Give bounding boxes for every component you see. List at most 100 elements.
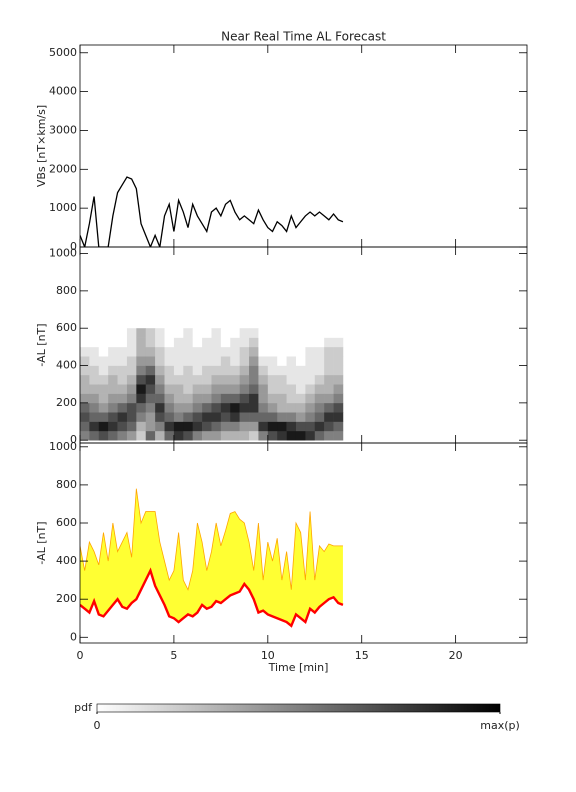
heat-cell <box>305 337 316 348</box>
heat-cell <box>333 374 344 385</box>
heat-cell <box>117 356 128 366</box>
heat-cell <box>173 337 184 348</box>
heat-cell <box>333 393 344 404</box>
heat-cell <box>286 346 297 357</box>
heat-cell <box>286 384 297 394</box>
y-tick-label: 5000 <box>49 46 77 59</box>
heat-cell <box>98 393 109 404</box>
heat-cell <box>145 337 156 348</box>
heat-cell <box>211 328 222 338</box>
heat-cell <box>164 337 175 348</box>
heat-cell <box>173 402 184 413</box>
heat-cell <box>211 430 222 441</box>
heat-cell <box>249 328 259 338</box>
heat-cell <box>249 337 259 348</box>
heat-cell <box>333 430 344 441</box>
y-axis-label: -AL [nT] <box>35 323 48 366</box>
heat-cell <box>333 402 344 413</box>
heat-cell <box>145 356 156 366</box>
heat-cell <box>98 328 109 338</box>
heat-cell <box>211 337 222 348</box>
heat-cell <box>155 430 165 441</box>
heat-cell <box>98 430 109 441</box>
heat-cell <box>314 393 325 404</box>
heat-cell <box>286 430 297 441</box>
heat-cell <box>324 356 334 366</box>
heat-cell <box>117 365 128 376</box>
heat-cell <box>89 421 100 432</box>
y-tick-label: 0 <box>70 630 77 643</box>
heat-cell <box>286 328 297 338</box>
heat-cell <box>267 337 278 348</box>
heat-cell <box>239 346 250 357</box>
heat-cell <box>258 384 269 394</box>
y-tick-label: 0 <box>70 240 77 253</box>
heat-cell <box>267 430 278 441</box>
x-tick-label: 15 <box>355 649 369 662</box>
heat-cell <box>258 421 269 432</box>
heat-cell <box>192 421 203 432</box>
heat-cell <box>155 356 165 366</box>
heat-cell <box>333 328 344 338</box>
heat-cell <box>202 328 212 338</box>
heat-cell <box>220 346 231 357</box>
heat-cell <box>192 374 203 385</box>
heat-cell <box>239 365 250 376</box>
heat-cell <box>173 374 184 385</box>
heat-cell <box>145 346 156 357</box>
heat-cell <box>277 421 287 432</box>
heat-cell <box>249 356 259 366</box>
heat-cell <box>155 328 165 338</box>
heat-cell <box>239 337 250 348</box>
heat-cell <box>192 356 203 366</box>
heat-cell <box>89 430 100 441</box>
heat-cell <box>220 430 231 441</box>
heat-cell <box>117 374 128 385</box>
heat-cell <box>173 421 184 432</box>
heat-cell <box>126 356 137 366</box>
heat-cell <box>286 393 297 404</box>
heat-cell <box>220 421 231 432</box>
heat-cell <box>230 346 240 357</box>
y-tick-label: 3000 <box>49 123 77 136</box>
heat-cell <box>89 346 100 357</box>
heat-cell <box>98 402 109 413</box>
x-tick-label: 0 <box>77 649 84 662</box>
heat-cell <box>164 365 175 376</box>
heat-cell <box>136 421 147 432</box>
heat-cell <box>314 337 325 348</box>
y-axis-label: VBs [nT×km/s] <box>35 105 48 187</box>
heat-cell <box>108 402 118 413</box>
heat-cell <box>286 402 297 413</box>
heat-cell <box>98 421 109 432</box>
heat-cell <box>249 430 259 441</box>
heat-cell <box>258 412 269 422</box>
heat-cell <box>314 374 325 385</box>
heat-cell <box>258 402 269 413</box>
heat-cell <box>108 346 118 357</box>
y-tick-label: 200 <box>56 396 77 409</box>
heat-cell <box>80 374 90 385</box>
y-tick-label: 800 <box>56 284 77 297</box>
heat-cell <box>277 365 287 376</box>
heat-cell <box>183 328 193 338</box>
heat-cell <box>305 356 316 366</box>
heat-cell <box>136 365 147 376</box>
heat-cell <box>183 402 193 413</box>
heat-cell <box>126 365 137 376</box>
heat-cell <box>80 337 90 348</box>
upper-line <box>80 488 343 591</box>
heat-cell <box>249 393 259 404</box>
heat-cell <box>117 384 128 394</box>
heat-cell <box>239 430 250 441</box>
heat-cell <box>220 384 231 394</box>
heat-cell <box>239 393 250 404</box>
colorbar <box>96 703 501 713</box>
heat-cell <box>136 412 147 422</box>
heat-cell <box>314 402 325 413</box>
heat-cell <box>277 374 287 385</box>
heat-cell <box>267 393 278 404</box>
heat-cell <box>230 402 240 413</box>
heat-cell <box>108 393 118 404</box>
heat-cell <box>126 421 137 432</box>
